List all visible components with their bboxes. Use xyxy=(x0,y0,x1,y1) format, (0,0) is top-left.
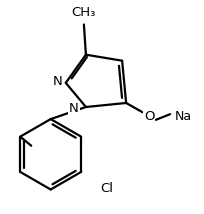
Text: N: N xyxy=(69,101,79,114)
Text: N: N xyxy=(53,75,63,88)
Text: Cl: Cl xyxy=(100,182,113,195)
Text: Na: Na xyxy=(174,110,192,123)
Text: CH₃: CH₃ xyxy=(72,6,96,19)
Text: O: O xyxy=(144,110,155,123)
